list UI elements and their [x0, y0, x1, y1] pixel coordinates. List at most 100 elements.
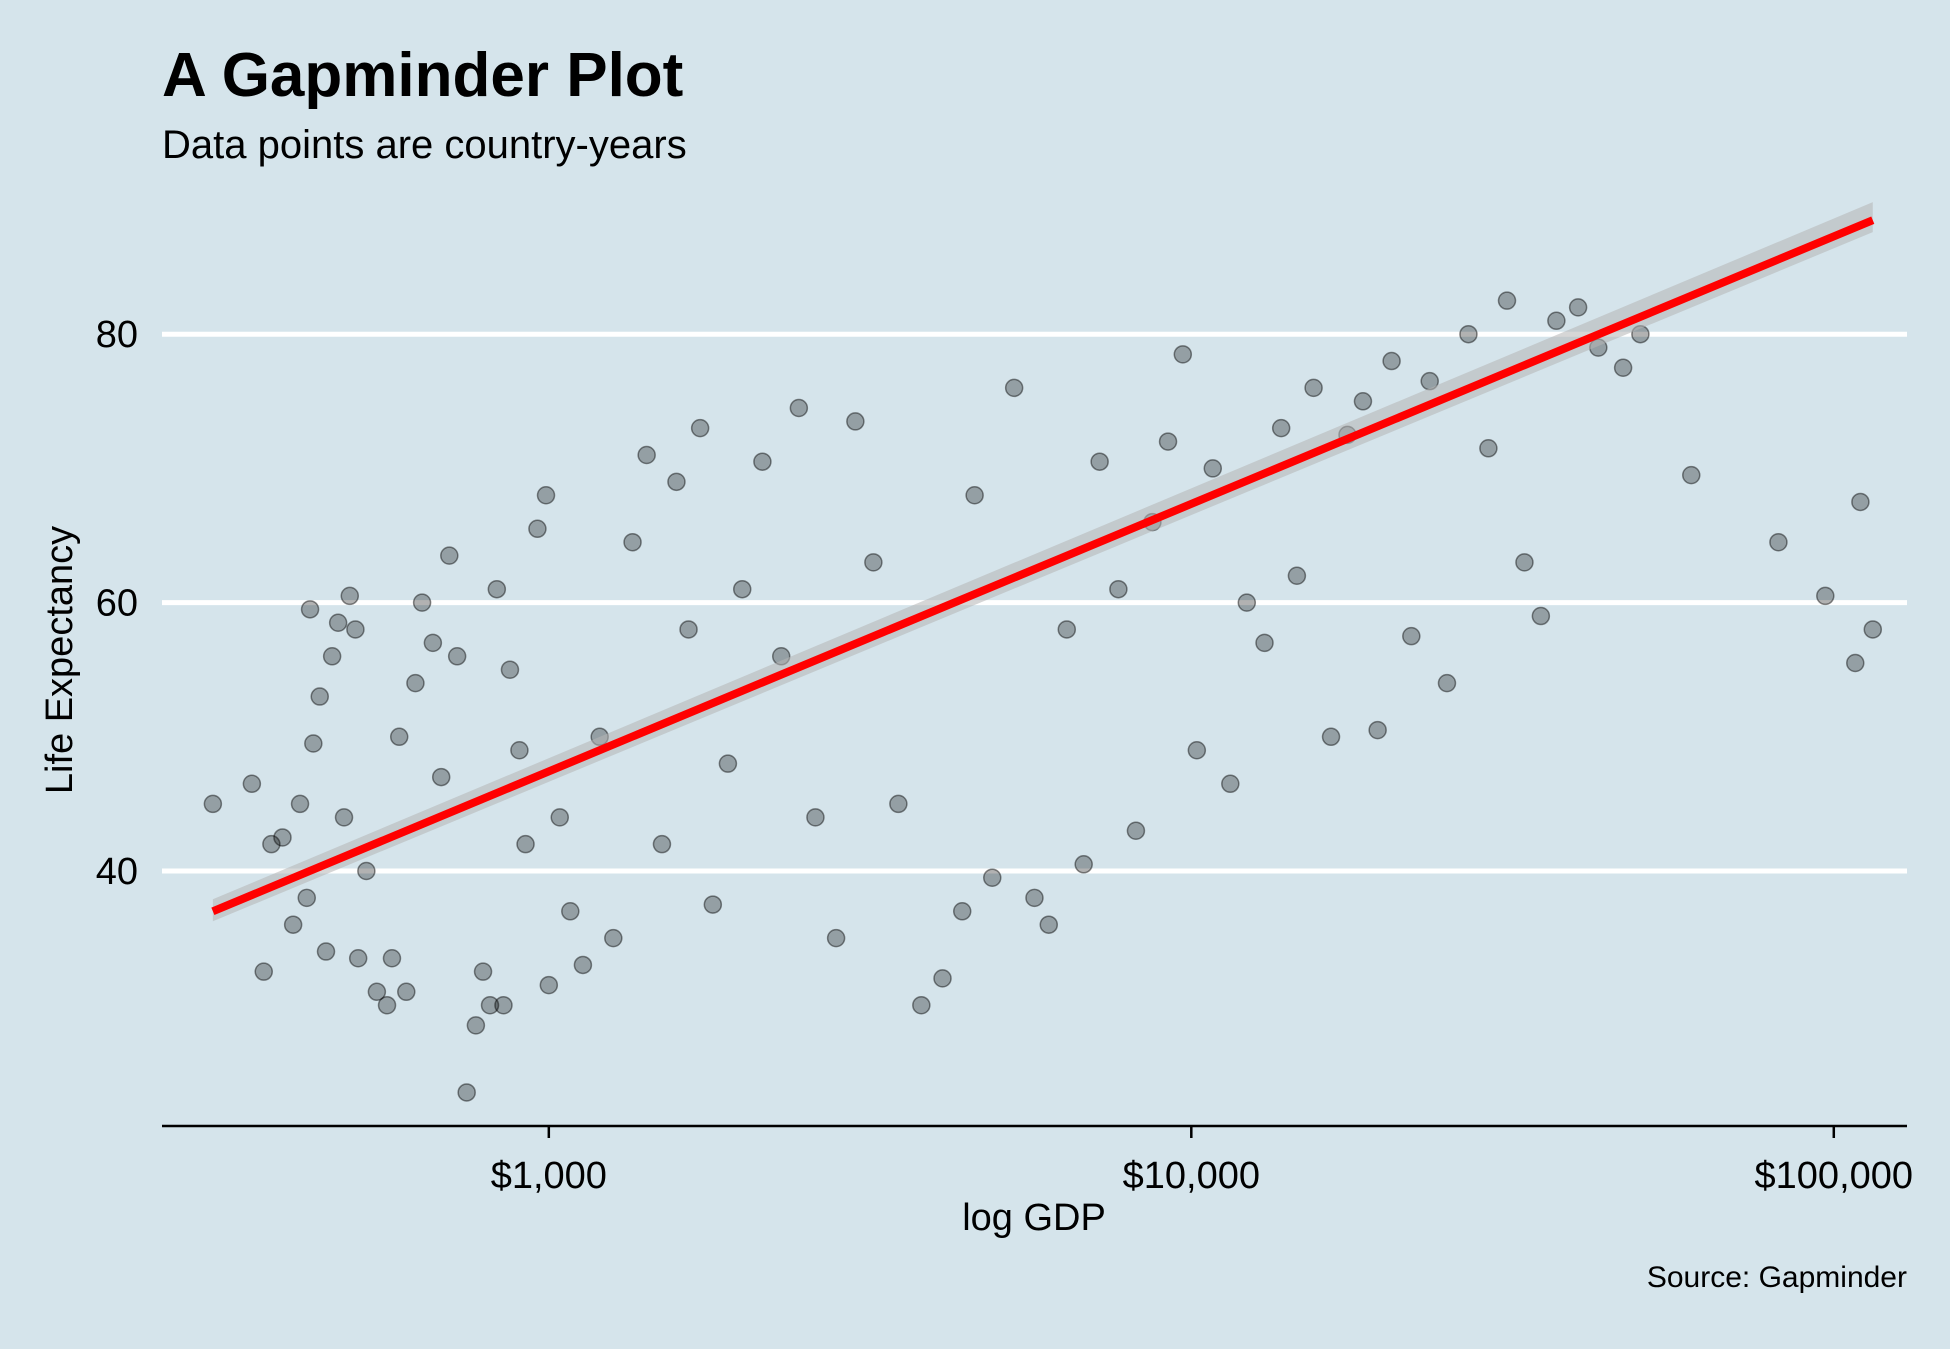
scatter-point — [679, 620, 698, 639]
chart-subtitle: Data points are country-years — [162, 123, 687, 167]
scatter-point — [1437, 673, 1457, 693]
scatter-point — [623, 532, 642, 552]
y-tick-label-60: 60 — [96, 583, 138, 625]
scatter-point — [367, 982, 387, 1002]
scatter-point — [1368, 720, 1387, 740]
scatter-point — [382, 948, 402, 968]
trend-line-group — [211, 202, 1875, 922]
scatter-point — [510, 740, 529, 760]
scatter-point — [1515, 553, 1534, 572]
scatter-point — [789, 398, 809, 418]
scatter-point — [732, 579, 752, 599]
scatter-points — [203, 291, 1883, 1102]
scatter-point — [1851, 492, 1870, 512]
x-axis-ticks: $1,000 $10,000 $100,000 — [491, 1126, 1913, 1197]
scatter-point — [440, 546, 459, 565]
scatter-point — [1074, 855, 1093, 874]
scatter-point — [254, 962, 273, 981]
scatter-point — [1004, 378, 1024, 398]
scatter-point — [290, 794, 310, 814]
scatter-point — [753, 452, 772, 471]
scatter-point — [536, 485, 556, 505]
scatter-point — [389, 727, 409, 747]
scatter-point — [423, 633, 443, 653]
scatter-point — [528, 519, 547, 539]
scatter-point — [1109, 579, 1128, 599]
scatter-point — [667, 472, 686, 492]
scatter-point — [1846, 653, 1865, 673]
scatter-point — [242, 774, 262, 794]
scatter-point — [203, 794, 223, 814]
scatter-point — [1090, 452, 1109, 471]
scatter-point — [846, 412, 865, 431]
scatter-point — [864, 553, 883, 572]
scatter-point — [1682, 465, 1701, 485]
scatter-point — [1402, 626, 1421, 646]
scatter-point — [322, 647, 342, 666]
scatter-point — [1863, 620, 1883, 639]
scatter-point — [1382, 351, 1401, 371]
scatter-point — [652, 834, 672, 854]
scatter-point — [466, 1016, 486, 1035]
scatter-point — [397, 982, 416, 1002]
trend-line — [211, 216, 1875, 915]
scatter-point — [431, 767, 451, 787]
scatter-point — [500, 660, 520, 679]
scatter-point — [412, 593, 432, 612]
scatter-point — [1613, 358, 1633, 378]
scatter-point — [516, 834, 535, 854]
scatter-point — [406, 673, 425, 693]
scatter-point — [539, 975, 559, 995]
scatter-point — [348, 948, 368, 968]
scatter-point — [1353, 392, 1373, 411]
scatter-point — [1158, 432, 1178, 451]
scatter-point — [1173, 345, 1193, 364]
scatter-point — [357, 861, 376, 881]
scatter-point — [1497, 291, 1517, 310]
scatter-point — [480, 995, 500, 1015]
scatter-point — [1321, 727, 1341, 747]
scatter-point — [1039, 915, 1059, 934]
scatter-point — [1237, 593, 1257, 612]
scatter-point — [1816, 586, 1835, 606]
scatter-point — [1126, 821, 1146, 841]
x-tick-label-100000: $100,000 — [1755, 1155, 1914, 1197]
scatter-point — [346, 620, 365, 639]
scatter-point — [1271, 418, 1291, 438]
scatter-point — [1479, 439, 1498, 458]
y-tick-label-40: 40 — [96, 851, 138, 893]
scatter-point — [283, 915, 303, 934]
scatter-point — [316, 942, 336, 961]
y-tick-label-80: 80 — [96, 314, 138, 356]
scatter-point — [447, 647, 467, 666]
scatter-point — [1255, 633, 1274, 653]
scatter-point — [494, 995, 513, 1015]
scatter-point — [1769, 532, 1788, 552]
scatter-point — [826, 928, 846, 948]
x-tick-label-10000: $10,000 — [1123, 1155, 1260, 1197]
scatter-point — [912, 995, 931, 1015]
scatter-point — [1459, 324, 1478, 344]
scatter-point — [561, 902, 580, 921]
scatter-point — [889, 794, 908, 814]
scatter-point — [310, 687, 329, 706]
scatter-point — [297, 888, 317, 908]
scatter-point — [718, 754, 738, 773]
scatter-point — [1203, 459, 1223, 478]
scatter-point — [340, 586, 360, 606]
scatter-point — [262, 834, 281, 854]
scatter-point — [952, 902, 972, 921]
scatter-point — [604, 928, 623, 948]
chart-title: A Gapminder Plot — [162, 41, 683, 110]
scatter-point — [273, 828, 292, 847]
scatter-point — [377, 995, 397, 1015]
scatter-point — [550, 808, 570, 827]
scatter-point — [1187, 740, 1207, 760]
scatter-point — [1025, 888, 1044, 908]
scatter-point — [1531, 606, 1551, 626]
scatter-point — [1568, 298, 1588, 317]
scatter-point — [1547, 311, 1566, 331]
scatter-point — [690, 418, 710, 438]
scatter-point — [573, 955, 593, 975]
scatter-point — [806, 808, 825, 827]
